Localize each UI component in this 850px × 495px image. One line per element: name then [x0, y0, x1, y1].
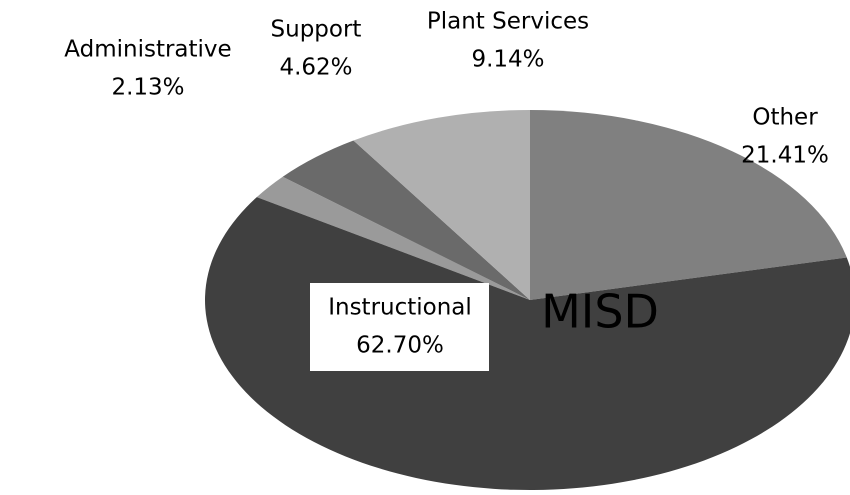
slice-value-label: 21.41% [741, 143, 829, 169]
chart-title: MISD [541, 285, 659, 339]
pie-slice [353, 110, 530, 300]
slice-label: Instructional [328, 295, 472, 321]
pie [205, 110, 850, 490]
slice-value-label: 4.62% [279, 55, 352, 81]
slice-label: Administrative [64, 37, 231, 63]
slice-label: Support [271, 17, 362, 43]
slice-value-label: 2.13% [111, 75, 184, 101]
label-box [310, 283, 489, 371]
slice-value-label: 9.14% [471, 47, 544, 73]
pie-slice [282, 140, 530, 300]
labels: Administrative 2.13% Support 4.62% Plant Ser… [64, 9, 829, 359]
slice-label: Plant Services [427, 9, 589, 35]
slice-value-label: 62.70% [356, 333, 444, 359]
pie-slice [530, 110, 847, 300]
slice-label: Other [752, 105, 818, 131]
pie-slice [256, 176, 530, 300]
pie-slice [205, 197, 850, 490]
